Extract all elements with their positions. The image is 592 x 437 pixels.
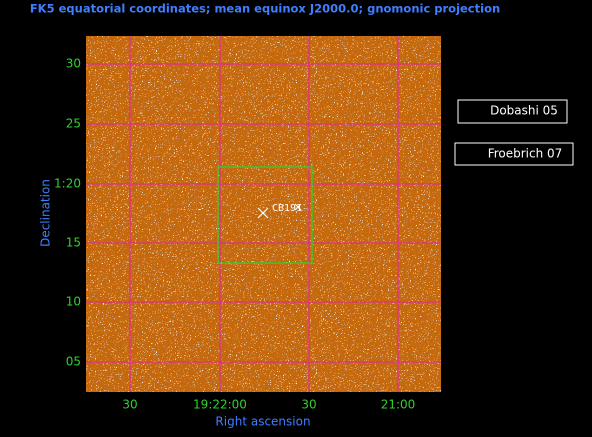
coordinate-grid: [86, 36, 441, 392]
title: FK5 equatorial coordinates; mean equinox…: [30, 2, 500, 16]
button-frame[interactable]: [454, 142, 574, 166]
x-tick-label: 30: [301, 398, 316, 412]
x-axis-title: Right ascension: [215, 415, 310, 429]
y-tick-label: 30: [66, 57, 81, 71]
y-tick-label: 25: [66, 117, 81, 131]
x-tick-label: 21:00: [381, 398, 416, 412]
y-axis-title: Declination: [39, 179, 53, 247]
dobashi-button[interactable]: Dobashi 05: [457, 99, 568, 124]
x-tick-label: 30: [122, 398, 137, 412]
y-tick-label: 05: [66, 355, 81, 369]
button-label[interactable]: Dobashi 05: [490, 104, 558, 118]
x-tick-label: 19:22:00: [193, 398, 247, 412]
button-label[interactable]: Froebrich 07: [488, 147, 563, 161]
y-tick-label: 10: [66, 295, 81, 309]
y-tick-label: 15: [66, 236, 81, 250]
region-box: [217, 166, 313, 264]
axis-labels: 30 19:22:00 30 21:00 30 25 1:20 15 10 05: [54, 57, 415, 412]
button-frame[interactable]: [457, 99, 568, 124]
froebrich-button[interactable]: Froebrich 07: [454, 142, 574, 166]
object-label: CB191: [272, 203, 302, 214]
object-marker: [257, 203, 302, 219]
y-tick-label: 1:20: [54, 177, 81, 191]
